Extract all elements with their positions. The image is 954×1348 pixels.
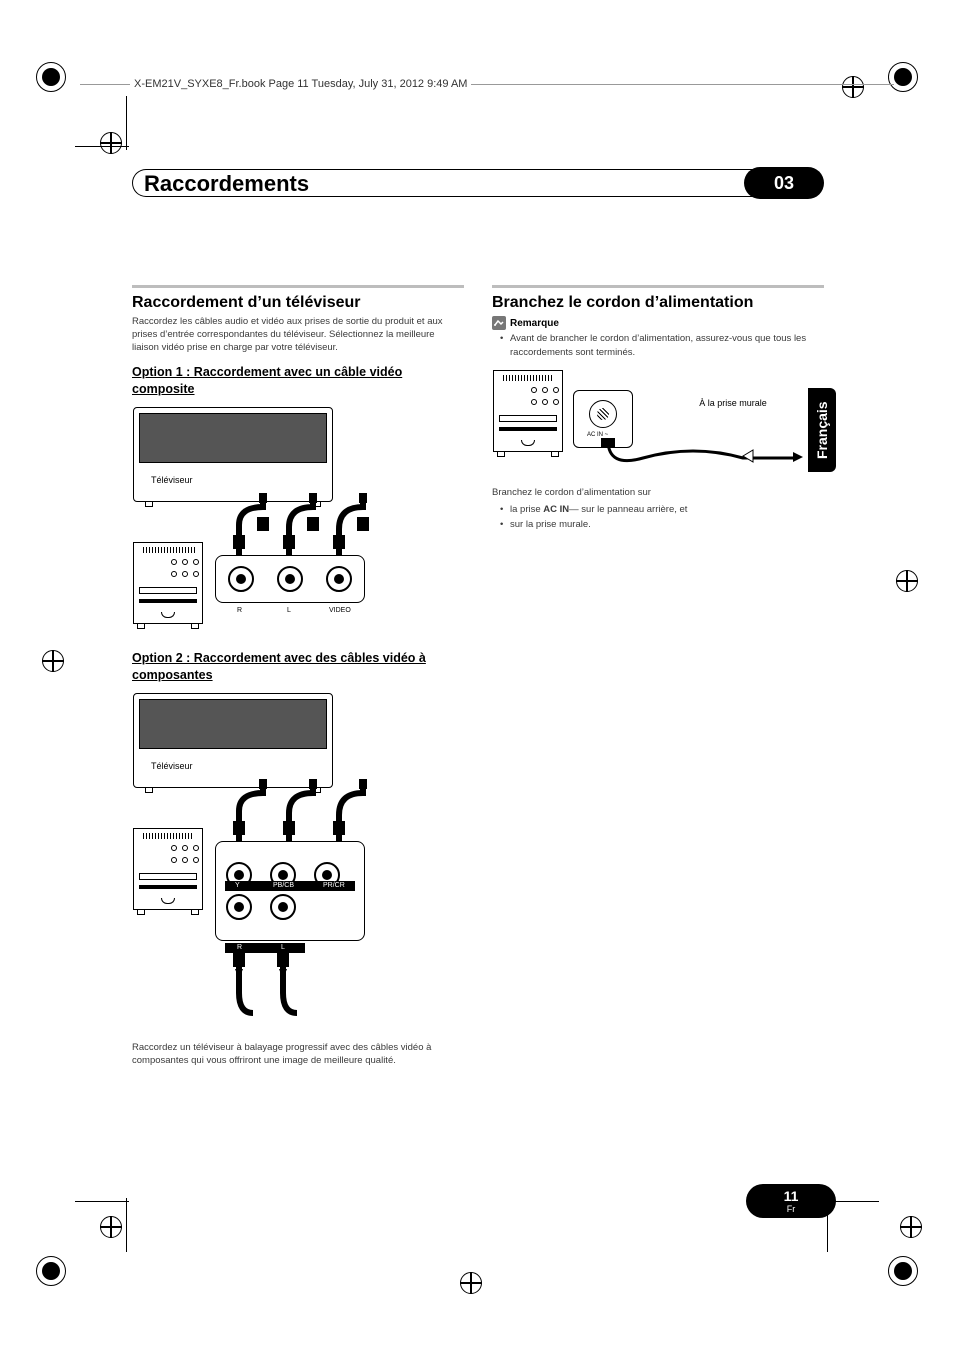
crop-cross xyxy=(900,1216,922,1238)
arrow-icon xyxy=(793,452,803,462)
option2-caption: Raccordez un téléviseur à balayage progr… xyxy=(132,1042,464,1068)
crop-line xyxy=(126,1198,127,1252)
diagram-composite: Téléviseur xyxy=(132,406,462,636)
reg-bl xyxy=(36,1256,66,1286)
reg-tl xyxy=(36,62,66,92)
chapter-title: Raccordements xyxy=(144,171,309,197)
diagram-power: AC IN ~ À la prise murale xyxy=(492,369,822,479)
cable-svg xyxy=(133,407,463,637)
note-label: Remarque xyxy=(510,318,559,329)
reg-dot xyxy=(42,68,60,86)
crop-cross xyxy=(42,650,64,672)
option2-title: Option 2 : Raccordement avec des câbles … xyxy=(132,650,464,684)
right-column: Branchez le cordon d’alimentation Remarq… xyxy=(492,285,824,1078)
bullet-bold: AC IN xyxy=(543,504,569,515)
crop-line xyxy=(75,146,129,147)
book-header-text: X-EM21V_SYXE8_Fr.book Page 11 Tuesday, J… xyxy=(130,78,471,90)
outlet-label: À la prise murale xyxy=(673,398,793,409)
bullet-ac-in: la prise AC IN— sur le panneau arrière, … xyxy=(500,503,824,517)
power-cord-svg xyxy=(493,370,823,480)
note-list: Avant de brancher le cordon d’alimentati… xyxy=(492,332,824,361)
crop-line xyxy=(126,96,127,150)
section-intro: Raccordez les câbles audio et vidéo aux … xyxy=(132,316,464,354)
bullet-wall: sur la prise murale. xyxy=(500,518,824,532)
columns: Raccordement d’un téléviseur Raccordez l… xyxy=(132,285,824,1078)
section-title-power: Branchez le cordon d’alimentation xyxy=(492,294,824,312)
section-rule xyxy=(492,285,824,288)
crop-line xyxy=(75,1201,129,1202)
crop-cross xyxy=(100,1216,122,1238)
diagram-component: Téléviseur xyxy=(132,692,462,1032)
reg-dot xyxy=(894,1262,912,1280)
cable-svg xyxy=(133,693,463,1033)
crop-cross xyxy=(100,132,122,154)
page-number: 11 xyxy=(784,1189,799,1203)
reg-tr xyxy=(888,62,918,92)
note-icon xyxy=(492,316,506,330)
power-below-text: Branchez le cordon d’alimentation sur xyxy=(492,487,824,500)
reg-dot xyxy=(42,1262,60,1280)
crop-cross xyxy=(460,1272,482,1294)
chapter-header: Raccordements 03 xyxy=(132,155,824,195)
section-title-tv: Raccordement d’un téléviseur xyxy=(132,294,464,312)
note-text: Avant de brancher le cordon d’alimentati… xyxy=(500,332,824,361)
crop-cross xyxy=(896,570,918,592)
crop-cross xyxy=(842,76,864,98)
page-content: Raccordements 03 Raccordement d’un télév… xyxy=(132,155,824,1078)
power-bullets: la prise AC IN— sur le panneau arrière, … xyxy=(492,503,824,532)
option1-title: Option 1 : Raccordement avec un câble vi… xyxy=(132,364,464,398)
bullet-suffix: — sur le panneau arrière, et xyxy=(569,504,687,515)
left-column: Raccordement d’un téléviseur Raccordez l… xyxy=(132,285,464,1078)
reg-br xyxy=(888,1256,918,1286)
chapter-number: 03 xyxy=(744,167,824,199)
reg-dot xyxy=(894,68,912,86)
page-footer: 11 Fr xyxy=(746,1184,836,1218)
bullet-prefix: la prise xyxy=(510,504,543,515)
section-rule xyxy=(132,285,464,288)
page-lang: Fr xyxy=(787,1205,796,1214)
note-row: Remarque xyxy=(492,316,824,330)
